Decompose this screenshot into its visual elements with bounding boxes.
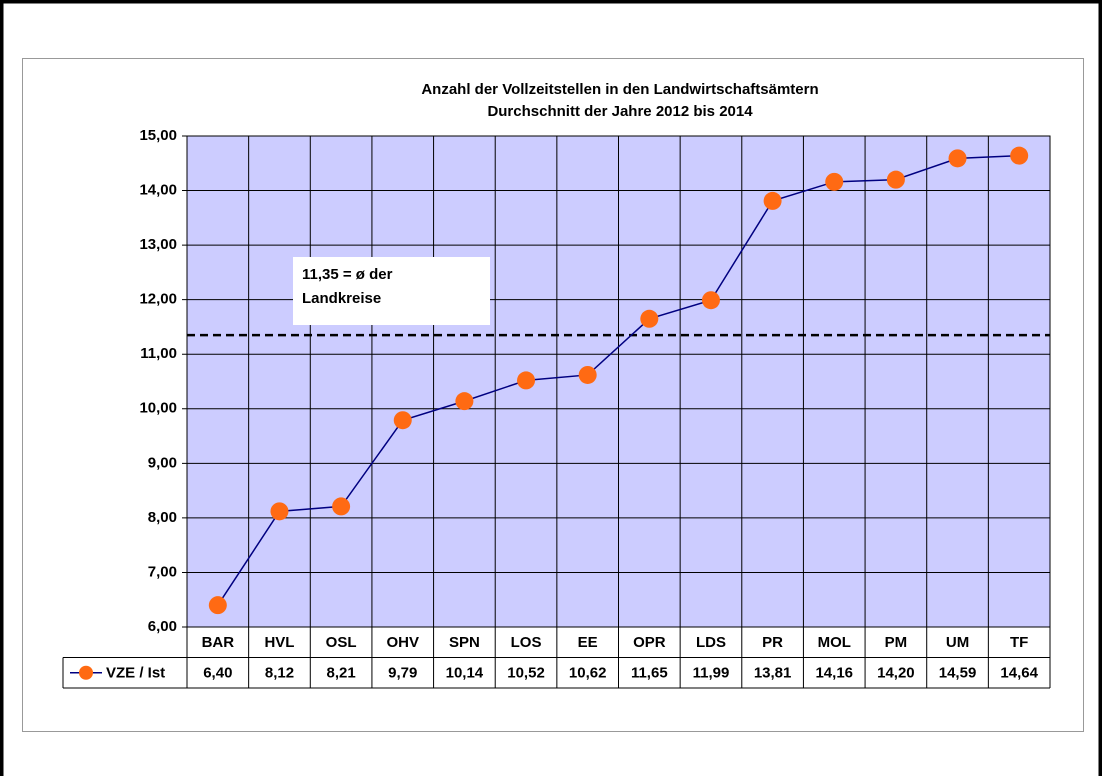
x-tick-label: HVL [264,634,294,651]
table-value: 8,21 [327,665,356,682]
marker [208,596,227,615]
table-value: 9,79 [388,665,417,682]
y-tick-label: 15,00 [139,127,177,144]
marker [270,502,289,521]
marker [578,365,597,384]
table-value: 14,16 [815,665,853,682]
x-tick-label: EE [578,634,598,651]
table-value: 13,81 [754,665,792,682]
x-tick-label: OSL [326,634,357,651]
series-line [217,154,1020,606]
x-tick-label: LOS [511,634,542,651]
chart-title: Anzahl der Vollzeitstellen in den Landwi… [421,81,818,98]
y-tick-label: 11,00 [140,345,177,362]
marker [948,149,967,168]
marker [886,170,905,189]
marker [517,371,536,390]
x-tick-label: BAR [202,634,235,651]
table-value: 14,64 [1000,665,1038,682]
table-value: 11,65 [631,665,668,682]
y-tick-label: 14,00 [139,182,177,199]
legend-label: VZE / Ist [106,665,165,682]
x-tick-label: TF [1010,634,1028,651]
legend-marker [79,665,93,680]
table-value: 10,62 [569,665,607,682]
marker [825,172,844,191]
table-value: 10,52 [507,665,545,682]
y-tick-label: 12,00 [139,291,177,308]
marker [332,497,351,516]
x-tick-label: SPN [449,634,480,651]
x-tick-label: PR [762,634,783,651]
x-tick-label: UM [946,634,969,651]
y-tick-label: 8,00 [148,509,177,526]
table-value: 6,40 [203,665,232,682]
chart-subtitle: Durchschnitt der Jahre 2012 bis 2014 [487,103,753,120]
annotation-text: Landkreise [302,290,381,307]
x-tick-label: OHV [386,634,419,651]
annotation-text: 11,35 = ø der [302,266,393,283]
annotation-box [293,257,490,325]
table-value: 14,20 [877,665,915,682]
y-tick-label: 13,00 [139,236,177,253]
marker [701,291,720,310]
table-value: 14,59 [939,665,977,682]
y-tick-label: 10,00 [139,400,177,417]
marker [763,191,782,210]
x-tick-label: LDS [696,634,726,651]
table-value: 8,12 [265,665,294,682]
y-tick-label: 9,00 [148,454,177,471]
x-tick-label: OPR [633,634,666,651]
y-tick-label: 6,00 [148,618,177,635]
marker [640,309,659,328]
table-value: 10,14 [446,665,484,682]
x-tick-label: MOL [818,634,851,651]
marker [1010,146,1029,165]
y-tick-label: 7,00 [148,563,177,580]
marker [455,392,474,411]
x-tick-label: PM [885,634,908,651]
marker [393,411,412,430]
table-value: 11,99 [693,665,730,682]
